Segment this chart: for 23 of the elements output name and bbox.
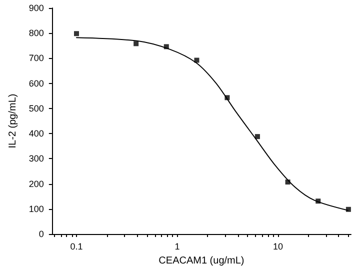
point [316,198,321,204]
y-tick-label: 900 [28,3,44,13]
point [346,206,351,212]
point [164,44,169,50]
y-tick-label: 500 [28,103,44,114]
point [254,134,260,140]
point [285,180,290,185]
x-tick-label: 10 [273,242,284,252]
y-tick-label: 700 [28,53,44,64]
y-tick-label: 100 [28,204,44,214]
point [194,58,200,63]
x-tick-label: 1 [174,242,180,252]
y-tick-label: 300 [28,154,44,164]
y-tick-label: 200 [28,178,44,189]
point [224,95,230,100]
x-axis-title: CEACAM1 (ug/mL) [158,256,244,266]
x-tick-label: 0.1 [70,242,83,252]
y-tick-label: 400 [28,128,44,139]
y-axis-title: IL-2 (pg/mL) [8,94,18,148]
point [134,41,139,46]
y-tick-label: 0 [38,229,44,239]
y-tick-label: 600 [28,78,44,88]
y-tick-label: 800 [28,28,44,38]
